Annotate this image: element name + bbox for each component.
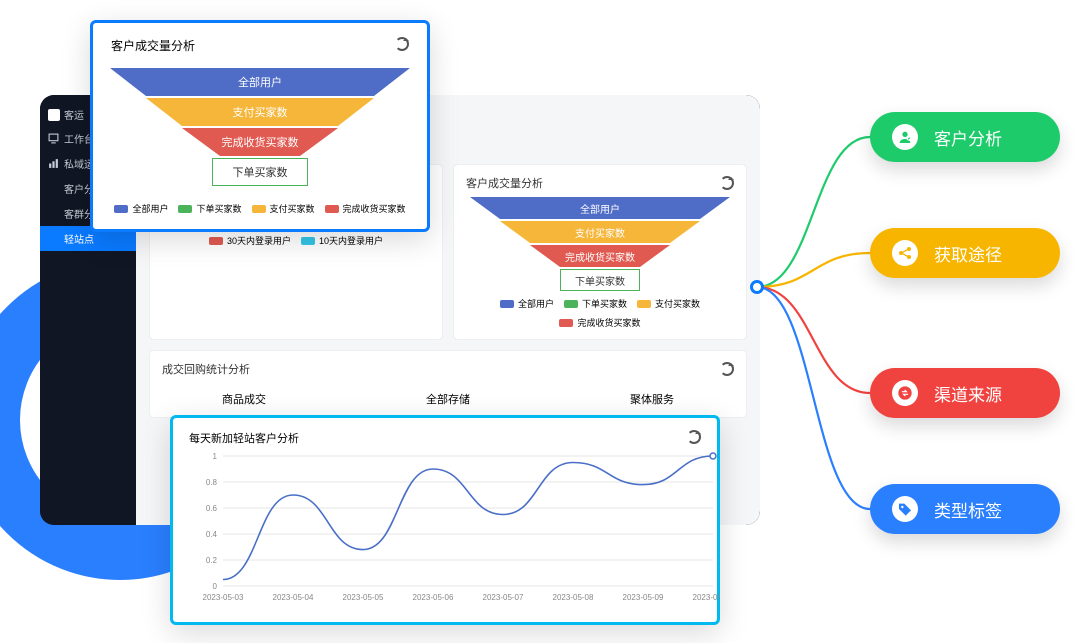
user-icon — [892, 124, 918, 150]
legend-swatch — [114, 205, 128, 213]
svg-text:2023-05-08: 2023-05-08 — [553, 593, 594, 602]
svg-text:2023-05-04: 2023-05-04 — [273, 593, 314, 602]
refresh-icon[interactable] — [720, 176, 734, 190]
small-funnel-title: 客户成交量分析 — [466, 175, 543, 191]
legend-swatch — [559, 319, 573, 327]
legend-swatch — [500, 300, 514, 308]
tag-icon — [892, 496, 918, 522]
svg-text:2023-05-03: 2023-05-03 — [203, 593, 244, 602]
sidebar-desk-icon — [48, 133, 59, 144]
svg-text:2023-05-05: 2023-05-05 — [343, 593, 384, 602]
repurchase-col: 全部存储 — [426, 391, 470, 407]
svg-text:0.2: 0.2 — [206, 556, 218, 565]
funnel-segment: 完成收货买家数 — [110, 128, 410, 156]
repurchase-col: 聚体服务 — [630, 391, 674, 407]
svg-text:0.6: 0.6 — [206, 504, 218, 513]
pill-user[interactable]: 客户分析 — [870, 112, 1060, 162]
legend-swatch — [252, 205, 266, 213]
pill-label: 客户分析 — [934, 125, 1002, 150]
legend-item: 全部用户 — [114, 202, 168, 215]
pill-label: 获取途径 — [934, 241, 1002, 266]
legend-swatch — [564, 300, 578, 308]
share-icon — [892, 240, 918, 266]
pill-label: 类型标签 — [934, 497, 1002, 522]
svg-text:2023-05-06: 2023-05-06 — [413, 593, 454, 602]
legend-swatch — [301, 237, 315, 245]
funnel-box: 下单买家数 — [560, 269, 640, 291]
svg-text:0: 0 — [213, 582, 218, 591]
small-funnel: 全部用户支付买家数完成收货买家数下单买家数 — [466, 197, 734, 291]
funnel-segment: 支付买家数 — [470, 221, 730, 243]
small-funnel-legend: 全部用户下单买家数支付买家数完成收货买家数 — [466, 291, 734, 329]
legend-item: 10天内登录用户 — [301, 234, 383, 247]
legend-item: 下单买家数 — [564, 297, 627, 310]
svg-text:0.8: 0.8 — [206, 478, 218, 487]
legend-swatch — [325, 205, 339, 213]
pill-label: 渠道来源 — [934, 381, 1002, 406]
funnel-segment: 支付买家数 — [110, 98, 410, 126]
pill-tag[interactable]: 类型标签 — [870, 484, 1060, 534]
funnel-segment: 全部用户 — [470, 197, 730, 219]
legend-item: 30天内登录用户 — [209, 234, 291, 247]
connector-dot — [750, 280, 764, 294]
pill-share[interactable]: 获取途径 — [870, 228, 1060, 278]
swap-icon — [892, 380, 918, 406]
legend-item: 支付买家数 — [637, 297, 700, 310]
popup-line-title: 每天新加轻站客户分析 — [189, 430, 299, 446]
line-chart: 0 0.2 0.4 0.6 0.8 1 2023-05-03 2023-05-04 2023-0… — [189, 452, 719, 610]
funnel-segment: 全部用户 — [110, 68, 410, 96]
svg-text:0.4: 0.4 — [206, 530, 218, 539]
legend-item: 下单买家数 — [178, 202, 241, 215]
refresh-icon[interactable] — [687, 430, 701, 444]
legend-swatch — [209, 237, 223, 245]
popup-funnel-title: 客户成交量分析 — [111, 37, 195, 54]
repurchase-columns: 商品成交 全部存储 聚体服务 — [162, 383, 734, 407]
sidebar-chart-icon — [48, 158, 59, 169]
repurchase-card: 成交回购统计分析 商品成交 全部存储 聚体服务 — [150, 351, 746, 417]
legend-swatch — [178, 205, 192, 213]
repurchase-title: 成交回购统计分析 — [162, 361, 250, 377]
brand-text: 客运 — [64, 107, 84, 122]
funnel-segment: 完成收货买家数 — [470, 245, 730, 267]
popup-funnel: 全部用户支付买家数完成收货买家数下单买家数 — [111, 68, 409, 186]
popup-line-card: 每天新加轻站客户分析 0 0.2 0.4 0.6 0.8 1 2023-05-03 2023-… — [170, 415, 720, 625]
funnel-box: 下单买家数 — [212, 158, 308, 186]
repurchase-col: 商品成交 — [222, 391, 266, 407]
legend-item: 全部用户 — [500, 297, 554, 310]
legend-swatch — [637, 300, 651, 308]
svg-text:1: 1 — [213, 452, 218, 461]
popup-funnel-legend: 全部用户下单买家数支付买家数完成收货买家数 — [111, 196, 409, 215]
small-funnel-card: 客户成交量分析 全部用户支付买家数完成收货买家数下单买家数 全部用户下单买家数支… — [454, 165, 746, 339]
pill-swap[interactable]: 渠道来源 — [870, 368, 1060, 418]
legend-item: 完成收货买家数 — [559, 316, 640, 329]
sidebar-label: 轻站点 — [64, 231, 94, 246]
refresh-icon[interactable] — [720, 362, 734, 376]
svg-text:2023-05-07: 2023-05-07 — [483, 593, 524, 602]
brand-logo — [48, 109, 60, 121]
popup-funnel-card: 客户成交量分析 全部用户支付买家数完成收货买家数下单买家数 全部用户下单买家数支… — [90, 20, 430, 232]
svg-text:2023-05-09: 2023-05-09 — [623, 593, 664, 602]
legend-item: 完成收货买家数 — [325, 202, 406, 215]
svg-text:2023-05-10: 2023-05-10 — [693, 593, 719, 602]
refresh-icon[interactable] — [395, 37, 409, 51]
legend-item: 支付买家数 — [252, 202, 315, 215]
